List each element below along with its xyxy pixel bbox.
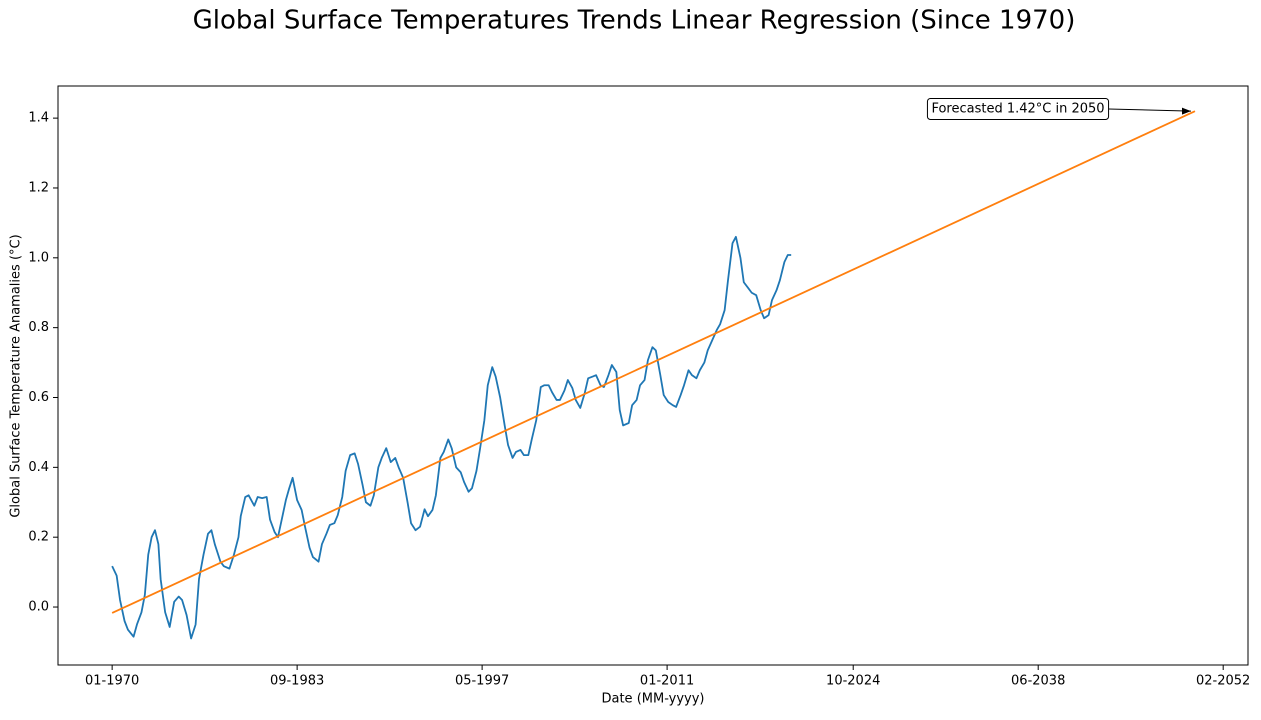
y-tick-label: 1.0 — [28, 250, 49, 265]
y-tick-label: 0.0 — [28, 600, 49, 615]
plot-frame — [57, 85, 1249, 666]
x-tick-label: 10-2024 — [826, 674, 880, 689]
y-tick-label: 0.6 — [28, 390, 49, 405]
y-tick-label: 0.2 — [28, 530, 49, 545]
y-tick-label: 0.8 — [28, 320, 49, 335]
chart-title: Global Surface Temperatures Trends Linea… — [193, 6, 1076, 36]
y-tick-label: 1.2 — [28, 180, 49, 195]
y-tick-label: 1.4 — [28, 111, 49, 126]
x-tick-label: 02-2052 — [1196, 674, 1250, 689]
x-tick-label: 05-1997 — [455, 674, 509, 689]
annotation-text: Forecasted 1.42°C in 2050 — [931, 102, 1104, 117]
x-tick-label: 01-2011 — [640, 674, 694, 689]
series-line — [111, 235, 792, 640]
series-line — [111, 110, 1196, 614]
annotation-arrowhead — [1181, 107, 1191, 115]
x-tick-label: 06-2038 — [1011, 674, 1065, 689]
x-axis-label: Date (MM-yyyy) — [601, 692, 704, 707]
x-tick-label: 09-1983 — [270, 674, 324, 689]
y-tick-label: 0.4 — [28, 460, 49, 475]
x-tick-label: 01-1970 — [85, 674, 139, 689]
annotation-arrow — [1108, 108, 1191, 112]
y-axis-label: Global Surface Temperature Anamalies (°C… — [9, 234, 24, 517]
